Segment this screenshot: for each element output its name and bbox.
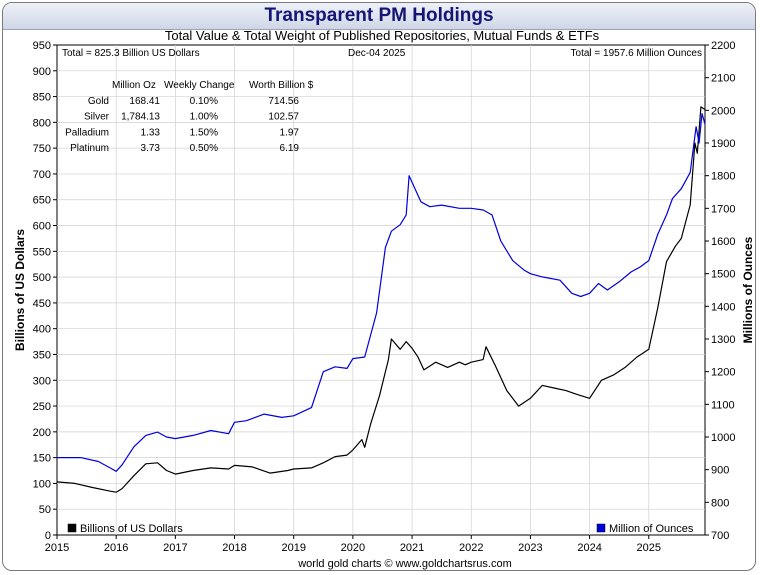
- y-tick-label-left: 400: [33, 324, 51, 336]
- y-tick-label-left: 150: [33, 453, 51, 465]
- y-tick-label-left: 600: [33, 221, 51, 233]
- y-axis-label-left: Billions of US Dollars: [13, 229, 27, 351]
- y-tick-label-left: 200: [33, 427, 51, 439]
- footer-credit: world gold charts © www.goldchartsrus.co…: [297, 558, 512, 570]
- y-tick-label-right: 1700: [711, 203, 735, 215]
- total-weight-label: Total = 1957.6 Million Ounces: [571, 48, 702, 59]
- table-metal-name: Palladium: [65, 127, 109, 138]
- y-tick-label-left: 650: [33, 195, 51, 207]
- y-tick-label-left: 50: [39, 504, 51, 516]
- plot-area: 0 50 100 150 200 250 300 350 400 450 500 550 600 650 7…: [33, 40, 736, 554]
- legend-label-ounces: Million of Ounces: [609, 523, 694, 535]
- y-tick-label-left: 800: [33, 117, 51, 129]
- y-tick-label-left: 950: [33, 40, 51, 52]
- table-cell: 714.56: [268, 96, 299, 107]
- y-tick-label-right: 2000: [711, 105, 735, 117]
- x-tick-label: 2018: [222, 542, 246, 554]
- table-cell: 6.19: [280, 143, 300, 154]
- y-tick-label-right: 1000: [711, 432, 735, 444]
- table-cell: 168.41: [129, 96, 160, 107]
- y-tick-label-left: 850: [33, 92, 51, 104]
- plot-border: [56, 44, 706, 536]
- chart-title: Transparent PM Holdings: [264, 5, 494, 26]
- chart-subtitle: Total Value & Total Weight of Published …: [165, 28, 600, 43]
- title-bar: Transparent PM Holdings: [3, 3, 755, 30]
- y-tick-label-right: 1300: [711, 334, 735, 346]
- date-label: Dec-04 2025: [348, 48, 406, 59]
- y-tick-label-right: 2200: [711, 40, 735, 52]
- table-cell: 1.33: [141, 127, 161, 138]
- y-tick-label-right: 1100: [711, 399, 735, 411]
- y-tick-label-left: 250: [33, 401, 51, 413]
- series-line-ounces: [57, 112, 706, 472]
- x-tick-label: 2021: [400, 542, 424, 554]
- table-cell: 1.97: [280, 127, 300, 138]
- x-tick-label: 2015: [45, 542, 69, 554]
- table-metal-name: Platinum: [70, 143, 109, 154]
- y-tick-label-right: 1200: [711, 367, 735, 379]
- table-cell: 1.50%: [190, 127, 218, 138]
- y-tick-label-left: 500: [33, 272, 51, 284]
- x-tick-label: 2017: [163, 542, 187, 554]
- x-tick-label: 2022: [459, 542, 483, 554]
- series-line-usd: [56, 106, 706, 493]
- legend-label-usd: Billions of US Dollars: [80, 523, 183, 535]
- table-metal-name: Gold: [88, 96, 109, 107]
- table-metal-name: Silver: [84, 112, 110, 123]
- table-header: Weekly Change: [164, 80, 235, 91]
- legend-swatch-usd: [67, 523, 77, 533]
- y-tick-label-left: 0: [45, 530, 51, 542]
- x-tick-label: 2016: [104, 542, 128, 554]
- x-tick-label: 2024: [577, 542, 601, 554]
- y-tick-label-left: 900: [33, 66, 51, 78]
- y-tick-label-right: 1900: [711, 138, 735, 150]
- y-tick-label-left: 350: [33, 349, 51, 361]
- y-tick-label-right: 1600: [711, 236, 735, 248]
- table-cell: 3.73: [141, 143, 161, 154]
- y-tick-label-left: 450: [33, 298, 51, 310]
- y-tick-label-right: 2100: [711, 73, 735, 85]
- table-header: Million Oz: [112, 80, 156, 91]
- y-tick-label-right: 700: [711, 530, 729, 542]
- table-cell: 0.10%: [190, 96, 218, 107]
- table-cell: 1,784.13: [121, 112, 160, 123]
- x-tick-label: 2025: [637, 542, 661, 554]
- y-tick-label-right: 1400: [711, 301, 735, 313]
- legend-swatch-ounces: [596, 523, 606, 533]
- y-tick-label-left: 700: [33, 169, 51, 181]
- y-tick-label-left: 300: [33, 375, 51, 387]
- total-value-label: Total = 825.3 Billion US Dollars: [62, 48, 200, 59]
- x-tick-label: 2020: [341, 542, 365, 554]
- x-tick-label: 2019: [281, 542, 305, 554]
- y-tick-label-right: 1800: [711, 171, 735, 183]
- y-tick-label-left: 100: [33, 478, 51, 490]
- x-tick-label: 2023: [518, 542, 542, 554]
- y-tick-label-right: 800: [711, 497, 729, 509]
- table-cell: 1.00%: [190, 112, 218, 123]
- table-cell: 0.50%: [190, 143, 218, 154]
- table-header: Worth Billion $: [249, 80, 314, 91]
- y-tick-label-right: 1500: [711, 269, 735, 281]
- y-tick-label-left: 550: [33, 246, 51, 258]
- table-cell: 102.57: [268, 112, 299, 123]
- y-tick-label-right: 900: [711, 465, 729, 477]
- y-axis-label-right: Millions of Ounces: [741, 236, 755, 343]
- y-tick-label-left: 750: [33, 143, 51, 155]
